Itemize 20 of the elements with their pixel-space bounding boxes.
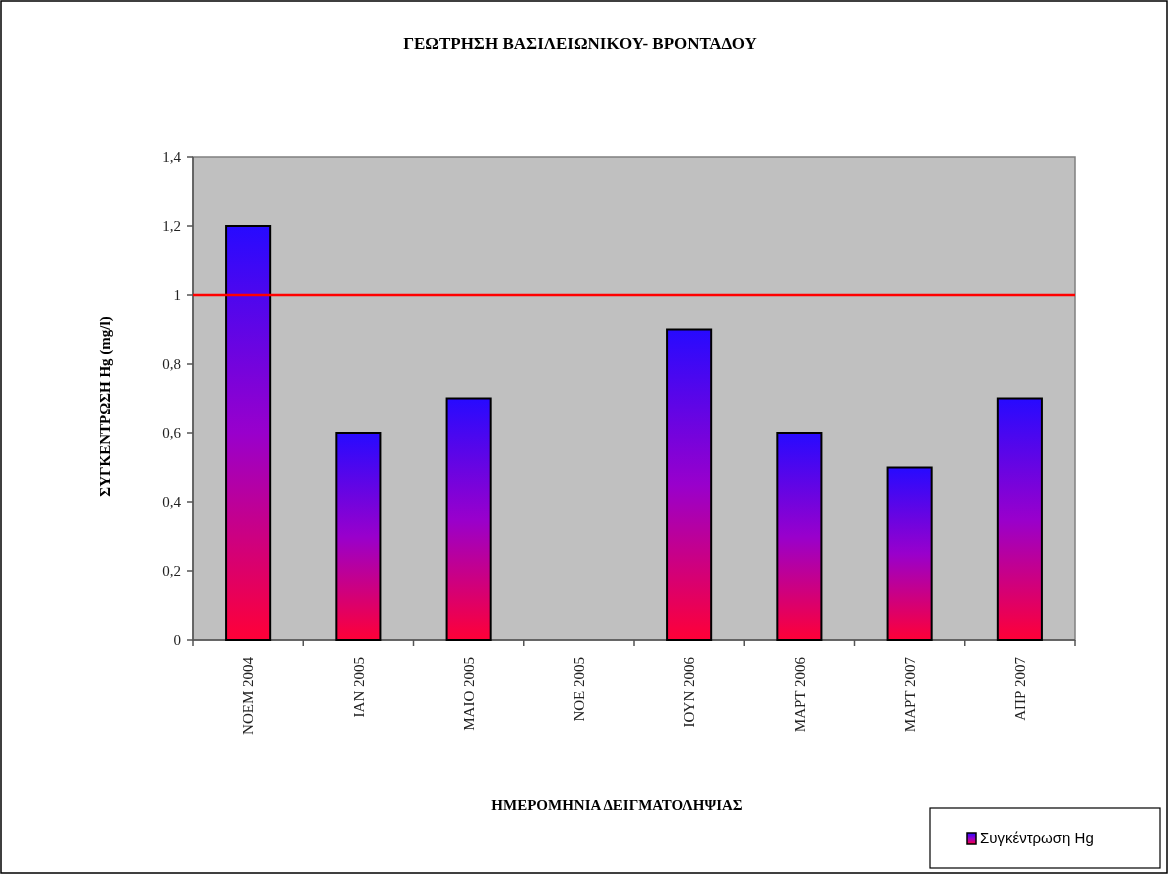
y-tick-label: 0,8 (162, 356, 181, 373)
y-tick-label: 1,4 (162, 149, 182, 166)
y-tick-label: 0,4 (162, 494, 182, 511)
y-tick-label: 0,2 (162, 563, 181, 580)
chart-title: ΓΕΩΤΡΗΣΗ ΒΑΣΙΛΕΙΩΝΙΚΟΥ- ΒΡΟΝΤΑΔΟΥ (403, 34, 757, 53)
y-tick-label: 1 (173, 287, 181, 304)
x-tick-label: ΜΑΡΤ 2006 (791, 656, 808, 733)
x-tick-label: ΝΟΕΜ 2004 (240, 656, 257, 735)
x-tick-label: ΙΟΥΝ 2006 (681, 656, 698, 728)
y-tick-label: 0 (173, 632, 181, 649)
y-tick-label: 1,2 (162, 218, 181, 235)
x-tick-label: ΝΟΕ 2005 (571, 657, 588, 722)
x-tick-label: ΙΑΝ 2005 (350, 657, 367, 718)
x-axis-title: ΗΜΕΡΟΜΗΝΙΑ ΔΕΙΓΜΑΤΟΛΗΨΙΑΣ (491, 797, 743, 813)
y-axis-title: ΣΥΓΚΕΝΤΡΩΣΗ Hg (mg/l) (97, 316, 114, 497)
legend-label: Συγκέντρωση Hg (980, 829, 1094, 847)
x-tick-label: ΜΑΙΟ 2005 (460, 657, 477, 731)
x-tick-label: ΑΠΡ 2007 (1012, 656, 1029, 721)
y-tick-label: 0,6 (162, 425, 182, 442)
x-tick-label: ΜΑΡΤ 2007 (901, 656, 918, 733)
